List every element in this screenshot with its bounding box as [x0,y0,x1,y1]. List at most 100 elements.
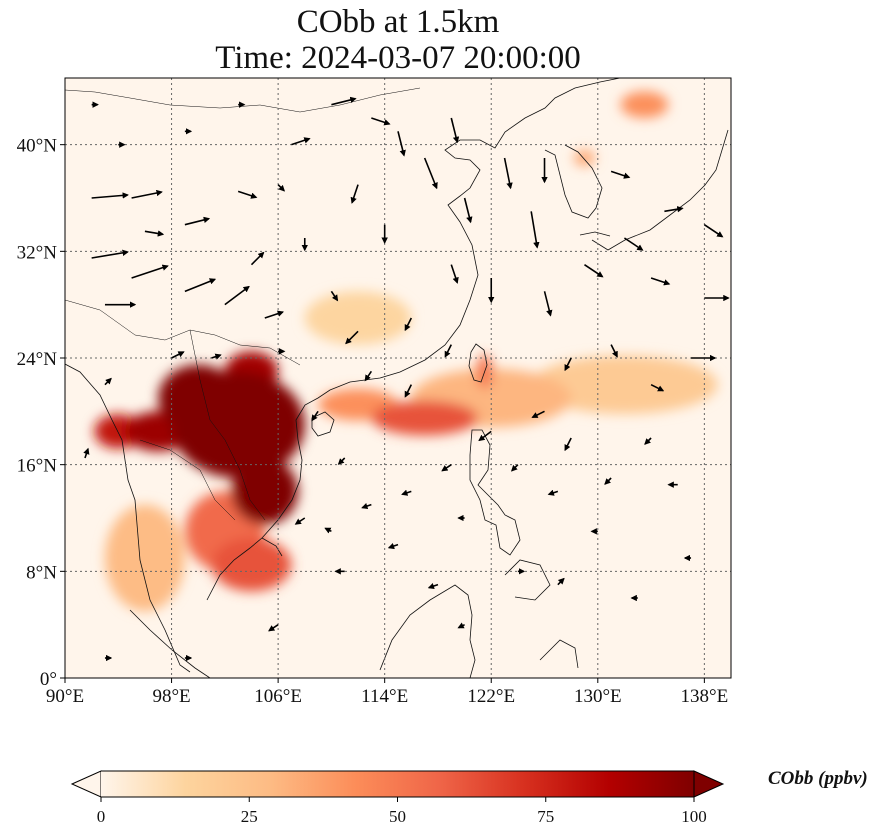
wind-arrow [144,230,165,237]
wind-arrow [83,447,90,459]
wind-arrow [364,370,373,382]
wind-arrow [703,224,724,238]
wind-arrow [91,249,129,259]
land-borders [65,87,421,521]
lat-tick-label: 40°N [17,136,58,157]
concentration-blob [211,538,292,592]
lon-tick-label: 90°E [46,686,84,707]
wind-arrow [450,117,460,144]
wind-arrow [427,583,439,590]
wind-arrow [444,344,452,358]
wind-arrow [224,285,250,306]
lon-tick-label: 114°E [361,686,408,707]
wind-arrow [184,278,217,293]
colorbar-tick-label: 0 [97,807,106,826]
wind-arrow [404,317,413,332]
wind-arrow [530,211,540,249]
wind-arrow [350,184,359,204]
figure-title-line1: CObb at 1.5km [296,4,500,40]
sulawesi-coast [539,639,579,669]
wind-arrow [531,410,545,419]
lon-tick-label: 98°E [152,686,190,707]
taiwan-coast [468,343,488,383]
hainan-coast [311,411,335,437]
concentration-blob [158,364,239,432]
lat-tick-label: 24°N [17,349,58,370]
wind-arrow [401,489,412,496]
colorbar-tick-label: 50 [389,807,406,826]
lon-tick-label: 106°E [254,686,302,707]
wind-arrow [564,357,572,372]
wind-arrow [131,189,163,199]
colorbar-tick-label: 25 [241,807,258,826]
wind-arrow [564,437,572,452]
wind-arrow [211,353,222,360]
concentration-blob [620,91,669,118]
wind-arrow [543,291,553,317]
lon-tick-label: 130°E [574,686,622,707]
wind-arrow [371,117,391,126]
wind-arrow [623,237,644,251]
wind-arrow [664,206,684,213]
wind-arrow [387,543,399,550]
lat-tick-label: 32°N [17,242,58,263]
lat-tick-label: 0° [40,669,57,690]
lat-lon-gridlines [65,78,731,678]
wind-arrow [184,216,211,226]
colorbar-extend-high [693,770,725,798]
concentration-blob [371,400,478,436]
borneo-coast [379,584,476,678]
wind-arrow [510,464,519,472]
wind-arrow [584,264,604,278]
concentration-blob [304,291,412,345]
wind-arrow [291,137,311,146]
wind-arrow [503,157,513,190]
colorbar-tick-label: 75 [537,807,554,826]
wind-arrow [423,157,438,190]
colorbar-tick-label: 100 [681,807,707,826]
wind-arrow [331,96,357,106]
wind-arrow [171,351,185,359]
mainland-coast [65,78,621,673]
cobb-concentration-field [94,91,718,612]
wind-vectors [83,96,730,662]
wind-arrow [330,290,339,302]
concentration-blob [231,458,299,525]
wind-arrow [250,251,265,266]
lat-tick-label: 8°N [26,562,57,583]
colorbar-gradient [101,771,694,797]
wind-arrow [650,383,665,392]
concentration-blob [573,150,596,166]
wind-arrow [294,517,306,525]
wind-arrow [450,264,459,284]
lon-tick-label: 122°E [467,686,515,707]
wind-arrow [397,131,406,157]
map-frame [64,77,732,679]
colorbar: 0 25 50 75 100 [70,770,725,826]
wind-arrow [264,310,285,319]
wind-arrow [604,477,612,485]
wind-arrow [610,170,631,179]
wind-arrow [324,527,332,534]
wind-arrow [650,277,671,286]
wind-arrow [441,464,452,472]
figure-title-line2: Time: 2024-03-07 20:00:00 [215,40,581,76]
wind-arrow [131,264,169,279]
axis-tick-labels: 90°E 98°E 106°E 114°E 122°E 130°E 138°E 0° 8°N 16… [17,136,729,707]
wind-arrow [268,624,279,632]
concentration-blob [104,504,185,612]
colorbar-ticks: 0 25 50 75 100 [97,797,707,826]
wind-arrow [337,457,346,465]
wind-arrow [345,330,359,345]
colorbar-title: CObb (ppbv) [768,768,868,789]
colorbar-extend-low [70,770,102,798]
wind-arrow [404,384,413,398]
wind-arrow [478,430,492,442]
wind-arrow [361,503,372,510]
wind-arrow [644,437,652,445]
wind-arrow [457,622,465,629]
wind-arrow [104,377,112,386]
concentration-blob [531,355,718,414]
wind-arrow [277,184,286,192]
